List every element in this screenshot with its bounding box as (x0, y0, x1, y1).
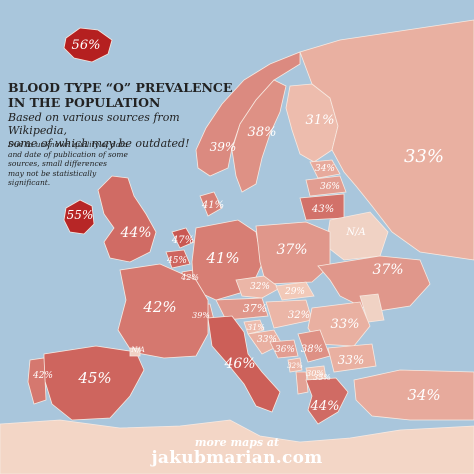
region-label-germany: 41% (205, 249, 239, 267)
region-label-turkey: 34% (407, 386, 440, 404)
region-label-poland: 37% (276, 242, 307, 258)
region-macedonia (305, 365, 327, 381)
region-latvia (305, 175, 347, 197)
region-sweden (231, 79, 287, 193)
region-label-ukraine: 37% (372, 262, 403, 278)
region-label-france: 42% (142, 298, 176, 316)
title-line-2: IN THE POPULATION (8, 95, 161, 110)
region-label-andorra: N/A (130, 346, 145, 354)
region-label-slovakia: 29% (284, 287, 305, 297)
region-label-bulgaria: 33% (338, 353, 365, 367)
region-ireland (63, 199, 95, 235)
region-label-slovenia: 31% (247, 323, 265, 332)
region-turkey (353, 369, 474, 421)
country-labels: 56% 55% 44% 39% 38% 31% 33% 34% 36% 43% N/A 41% 47% 4… (32, 38, 444, 414)
country-shapes (0, 19, 474, 474)
region-belgium (165, 249, 191, 269)
region-label-croatia: 33% (257, 335, 277, 345)
region-iceland (63, 27, 113, 63)
note-line: and date of publication of some (8, 149, 128, 159)
region-czechia (235, 275, 281, 299)
region-greece (305, 377, 349, 425)
footer-more-maps: more maps at (194, 436, 280, 449)
data-quality-note: Due to unknown quality of data and date … (8, 140, 128, 188)
region-label-belgium: 45% (166, 256, 187, 266)
region-estonia (309, 159, 341, 179)
region-poland (255, 221, 331, 285)
region-label-belarus: N/A (345, 227, 365, 238)
region-label-czechia: 32% (250, 282, 270, 292)
note-line: significant. (8, 178, 51, 187)
region-label-italy: 46% (223, 356, 255, 372)
region-label-austria: 37% (243, 302, 267, 315)
note-line: sources, small differences (8, 159, 107, 168)
region-label-montenegro: 32% (287, 362, 303, 370)
footer-site-link[interactable]: jakubmarian.com (151, 448, 323, 468)
region-label-uk: 44% (119, 225, 151, 241)
region-label-romania: 33% (331, 317, 360, 332)
subtitle-line-2: some of which may be outdated! (8, 137, 190, 150)
region-label-greece: 44% (310, 399, 340, 414)
region-russia (299, 19, 474, 261)
region-slovakia (275, 281, 315, 301)
region-label-lithuania: 43% (311, 204, 334, 215)
region-portugal (27, 357, 47, 405)
region-denmark (199, 191, 223, 217)
region-bulgaria (327, 343, 377, 373)
region-label-portugal: 42% (32, 371, 53, 381)
note-line: may not be statistically (8, 168, 97, 178)
region-label-sweden: 38% (248, 125, 277, 140)
region-label-albania: 35% (313, 373, 331, 382)
region-andorra (129, 347, 141, 357)
region-label-norway: 39% (210, 140, 237, 154)
region-italy (207, 315, 281, 413)
region-label-luxembourg: 42% (180, 273, 199, 282)
region-spain (43, 345, 145, 421)
region-ukraine (317, 255, 431, 313)
region-label-switzerland: 39% (192, 311, 210, 320)
africa-land (0, 419, 474, 474)
region-montenegro (287, 357, 303, 373)
region-moldova (359, 293, 385, 323)
region-label-serbia: 38% (301, 344, 323, 355)
region-label-estonia: 34% (315, 164, 335, 174)
title-line-1: BLOOD TYPE “O” PREVALENCE (8, 80, 233, 95)
map-title: BLOOD TYPE “O” PREVALENCE IN THE POPULAT… (8, 80, 238, 110)
region-label-hungary: 32% (288, 310, 310, 321)
region-label-ireland: 55% (67, 208, 94, 222)
region-label-spain: 45% (77, 369, 111, 387)
region-label-denmark: 41% (201, 200, 224, 211)
region-uk (97, 175, 157, 263)
region-label-netherlands: 47% (171, 235, 194, 246)
region-label-russia: 33% (404, 146, 444, 167)
region-label-macedonia: 30% (306, 369, 324, 378)
region-label-iceland: 56% (72, 38, 101, 53)
region-france (117, 263, 209, 359)
subtitle-line-1: Based on various sources from Wikipedia, (8, 111, 180, 137)
region-label-latvia: 36% (320, 182, 340, 192)
region-albania (295, 371, 309, 395)
region-bosnia (269, 339, 299, 359)
region-label-finland: 31% (306, 113, 335, 128)
map-subtitle: Based on various sources from Wikipedia,… (8, 111, 238, 150)
region-slovenia (243, 319, 265, 335)
note-line: Due to unknown quality of data (8, 140, 128, 149)
region-label-bosnia: 36% (275, 345, 295, 355)
region-austria (215, 297, 269, 321)
